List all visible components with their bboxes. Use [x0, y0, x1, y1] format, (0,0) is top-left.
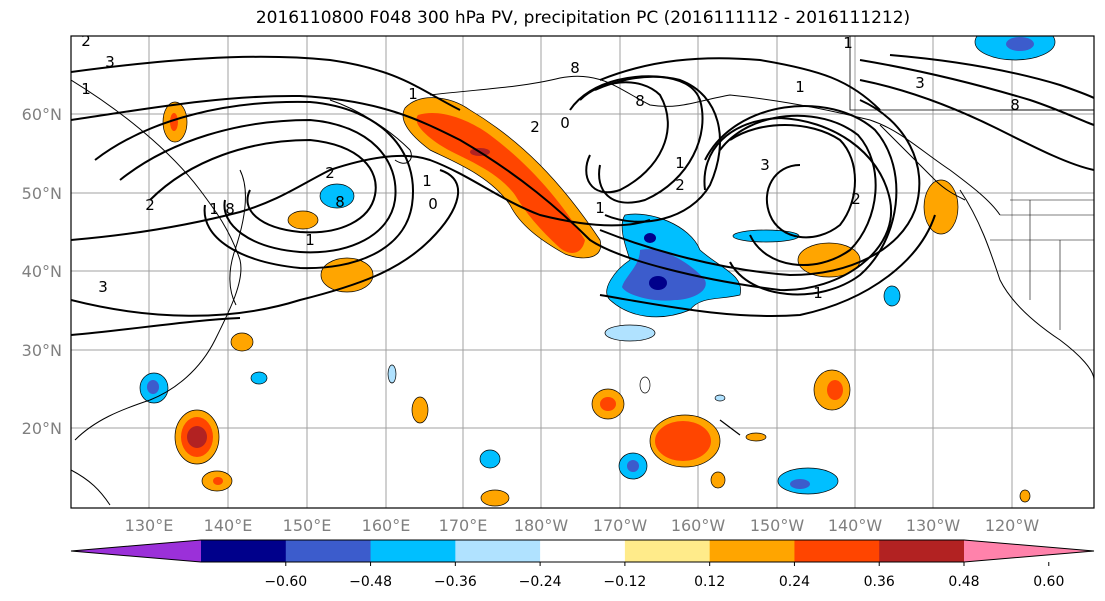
latitude-labels: 60°N 50°N 40°N 30°N 20°N [22, 105, 62, 438]
colorbar-extend-high [964, 540, 1094, 562]
contour-label: 1 [81, 80, 91, 98]
longitude-label: 160°E [362, 516, 411, 535]
colorbar-tick-label: 0.12 [694, 574, 725, 590]
contour-label: 1 [795, 78, 805, 96]
latitude-label: 60°N [22, 105, 62, 124]
colorbar-bin [455, 540, 541, 562]
colorbar-tick-label: −0.24 [519, 574, 562, 590]
colorbar-tick-label: 0.48 [948, 574, 979, 590]
colorbar-outline [70, 539, 1095, 563]
map-frame [70, 35, 1095, 509]
map-area [71, 36, 1094, 508]
colorbar-labels: −0.60 −0.48 −0.36 −0.24 −0.12 0.12 0.24 0.36 0.4… [264, 562, 1064, 590]
colorbar-tick-label: 0.36 [864, 574, 895, 590]
latitude-label: 30°N [22, 341, 62, 360]
longitude-label: 170°W [593, 516, 648, 535]
longitude-label: 150°W [750, 516, 805, 535]
colorbar-tick-label: −0.48 [349, 574, 392, 590]
longitude-label: 160°W [671, 516, 726, 535]
contour-label: 1 [305, 231, 315, 249]
latitude-label: 50°N [22, 184, 62, 203]
contour-label: 2 [530, 118, 540, 136]
pv-contours [71, 54, 1094, 336]
contour-label: 8 [635, 92, 645, 110]
colorbar-bin [370, 540, 456, 562]
contour-label: 2 [145, 196, 155, 214]
contour-label: 0 [560, 114, 570, 132]
longitude-labels: 130°E 140°E 150°E 160°E 170°E 180°W 170°W 160°W… [125, 516, 1040, 535]
longitude-label: 140°E [204, 516, 253, 535]
coastlines [71, 36, 1094, 506]
colorbar-bin [285, 540, 372, 562]
contour-label: 8 [335, 193, 345, 211]
colorbar-tick-label: −0.36 [434, 574, 477, 590]
colorbar-bin [201, 540, 287, 562]
contour-label: 3 [98, 278, 108, 296]
colorbar-bin [879, 540, 965, 562]
latitude-label: 40°N [22, 262, 62, 281]
colorbar [70, 539, 1095, 563]
contour-label: 1 [422, 172, 432, 190]
contour-label: 1 [595, 199, 605, 217]
contour-label: 0 [428, 195, 438, 213]
contour-label: 3 [760, 156, 770, 174]
longitude-label: 140°W [828, 516, 883, 535]
longitude-label: 180°W [514, 516, 569, 535]
contour-label: 1 [843, 34, 853, 52]
colorbar-bin [540, 540, 626, 562]
contour-label: 1 [408, 85, 418, 103]
longitude-label: 120°W [985, 516, 1040, 535]
colorbar-extend-low [71, 540, 201, 562]
colorbar-tick-label: −0.12 [603, 574, 646, 590]
contour-label: 3 [105, 53, 115, 71]
longitude-label: 150°E [283, 516, 332, 535]
colorbar-tick-label: 0.24 [779, 574, 810, 590]
colorbar-bin [794, 540, 880, 562]
contour-label: 2 [81, 32, 91, 50]
longitude-label: 130°E [125, 516, 174, 535]
colorbar-bin [624, 540, 711, 562]
longitude-label: 170°E [439, 516, 488, 535]
contour-label: 8 [225, 200, 235, 218]
latitude-label: 20°N [22, 419, 62, 438]
negative-anomalies [139, 36, 1056, 495]
contour-label: 2 [325, 164, 335, 182]
contour-label: 1 [675, 154, 685, 172]
longitude-label: 130°W [906, 516, 961, 535]
contour-label: 1 [813, 284, 823, 302]
contour-label: 1 [209, 200, 219, 218]
colorbar-tick-label: −0.60 [264, 574, 307, 590]
colorbar-bin [709, 540, 795, 562]
contour-label: 2 [675, 176, 685, 194]
contour-label: 8 [570, 59, 580, 77]
map-title: 2016110800 F048 300 hPa PV, precipitatio… [255, 8, 911, 28]
colorbar-tick-label: 0.60 [1033, 574, 1064, 590]
contour-label: 3 [915, 74, 925, 92]
contour-label: 2 [851, 190, 861, 208]
contour-label: 8 [1010, 96, 1020, 114]
